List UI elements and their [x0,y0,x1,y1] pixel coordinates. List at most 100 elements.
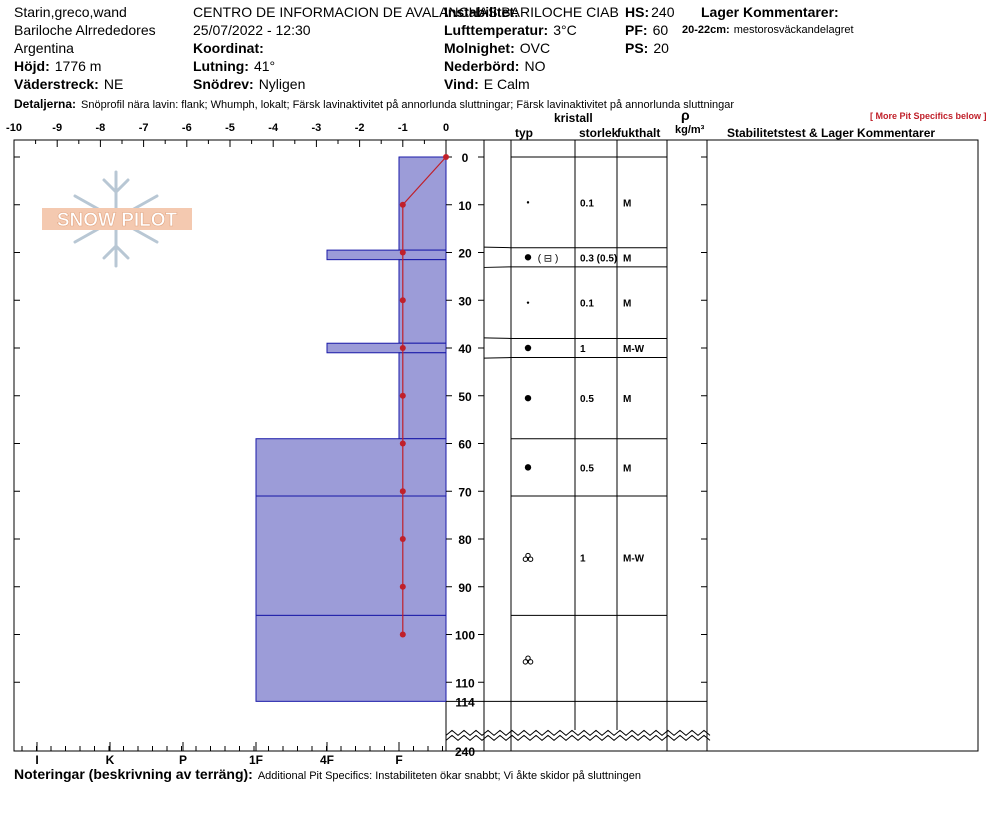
layer-comment: 20-22cm: mestorosväckandelagret [682,24,854,36]
moisture-value: M [623,253,631,264]
layer-connector [483,246,512,249]
hardness-tick-label: 4F [320,753,334,767]
temp-tick-label: -5 [225,122,235,134]
temp-tick-label: -8 [96,122,106,134]
depth-label: 110 [455,676,475,690]
organization-name: CENTRO DE INFORMACION DE AVALANCHAS BARI… [193,4,619,20]
hardness-tick-label: P [179,753,187,767]
wind: Vind: E Calm [444,76,530,92]
hardness-tick-label: I [35,753,38,767]
layer-connector [483,357,512,359]
moisture-value: M-W [623,554,645,565]
snowpilot-logo: SNOW PILOT [42,170,192,268]
penetration-ski: PS: 20 [625,40,669,56]
temperature-point [399,536,406,542]
hardness-layer-bar [398,352,447,440]
snow-height: HS: 240 [625,4,675,20]
hardness-tick-label: 1F [249,753,263,767]
temperature-point [399,392,406,399]
elevation: Höjd: 1776 m [14,58,102,74]
crystal-secondary-type: ( ⊟ ) [538,253,559,264]
aspect: Väderstreck: NE [14,76,124,92]
depth-label: 100 [455,629,475,643]
crystal-size: 0.5 [580,463,594,474]
temperature-point [399,345,406,351]
details: Detaljerna: Snöprofil nära lavin: flank; … [14,97,735,111]
temp-tick-label: -6 [182,122,192,134]
depth-label: 90 [458,581,472,595]
country-name: Argentina [14,40,74,56]
layer-connector [483,337,512,339]
depth-label: 30 [458,294,472,308]
hardness-layer-bar [326,249,447,261]
temp-tick-label: -3 [312,122,322,134]
crystal-size: 1 [580,344,586,355]
depth-label: 80 [458,533,472,547]
location-name: Bariloche Alrrededores [14,22,156,38]
air-temperature: Lufttemperatur: 3°C [444,22,577,38]
depth-label: 70 [458,485,472,499]
crystal-type-icon [524,394,532,402]
crystal-type-icon [524,464,532,471]
axis-break-mark [445,734,711,742]
depth-label: 114 [455,695,475,709]
crystal-header: kristall [554,111,593,125]
crystal-size: 1 [580,554,586,565]
more-pit-specifics-link[interactable]: [ More Pit Specifics below ] [870,111,987,121]
temp-tick-label: -7 [139,122,149,134]
layer-comments-title: Lager Kommentarer: [701,4,839,20]
temperature-point [399,440,406,447]
hardness-tick-label: F [395,753,402,767]
moisture-value: M [623,198,631,209]
temp-tick-label: -9 [52,122,62,134]
depth-label: 20 [458,247,472,261]
terrain-notes: Noteringar (beskrivning av terräng): Addi… [14,766,642,782]
crystal-size: 0.1 [580,299,594,310]
observation-datetime: 25/07/2022 - 12:30 [193,22,311,38]
sky-cover: Molnighet: OVC [444,40,551,56]
temp-tick-label: 0 [443,122,449,134]
crystal-type-icon [524,254,532,261]
temperature-point [399,583,406,590]
crystal-type-icon [526,301,530,304]
hardness-tick-label: K [106,753,115,767]
depth-label: 50 [458,390,472,404]
axis-break-mark [445,729,711,737]
coordinate-label: Koordinat: [193,40,264,56]
crystal-type-icon [526,201,530,204]
temperature-point [399,488,406,495]
depth-label: 240 [455,745,475,759]
stability-tests-header: Stabilitetstest & Lager Kommentarer [727,126,936,140]
density-unit-header: kg/m³ [675,124,705,136]
snowpilot-logo-text: SNOW PILOT [57,210,178,231]
crystal-type-header: typ [515,126,533,140]
depth-label: 40 [458,342,472,356]
temperature-point [399,631,406,638]
moisture-value: M [623,394,631,405]
depth-label: 0 [462,151,469,165]
hardness-layer-bar [326,342,447,354]
moisture-value: M [623,463,631,474]
moisture-header: fukthalt [617,126,661,140]
crystal-size: 0.5 [580,394,594,405]
crystal-type-icon [522,552,534,562]
wind-loading: Snödrev: Nyligen [193,76,306,92]
precipitation: Nederbörd: NO [444,58,546,74]
hardness-layer-bar [255,438,447,497]
layer-connector [483,266,512,268]
moisture-value: M [623,299,631,310]
crystal-size: 0.1 [580,198,594,209]
density-rho-header: ρ [681,107,690,123]
hardness-layer-bar [255,495,447,616]
slope-angle: Lutning: 41° [193,58,276,74]
crystal-type-icon [522,655,534,665]
temperature-point [399,297,406,304]
temp-tick-label: -10 [6,122,22,134]
crystal-size-header: storlek [579,126,619,140]
temperature-point [399,249,406,256]
moisture-value: M-W [623,344,645,355]
temp-tick-label: -4 [268,122,279,134]
crystal-size: 0.3 (0.5) [580,253,617,264]
layer-table-frame [483,139,979,752]
